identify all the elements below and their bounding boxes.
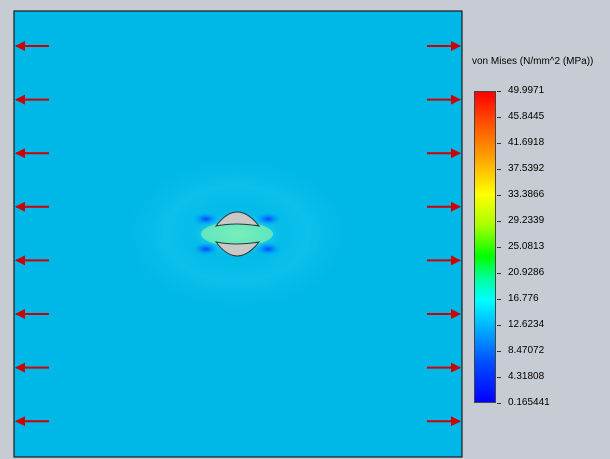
legend-tick bbox=[497, 221, 501, 222]
legend-tick bbox=[497, 117, 501, 118]
legend-value-label: 41.6918 bbox=[508, 137, 545, 148]
legend-tick bbox=[497, 169, 501, 170]
hole-lower-half bbox=[214, 241, 261, 257]
legend-value-label: 33.3866 bbox=[508, 189, 545, 200]
legend-title: von Mises (N/mm^2 (MPa)) bbox=[472, 56, 594, 67]
legend-tick bbox=[497, 377, 501, 378]
legend-value-label: 45.8445 bbox=[508, 111, 545, 122]
legend-value-label: 16.776 bbox=[508, 293, 539, 304]
legend-value-label: 29.2339 bbox=[508, 215, 545, 226]
left-load-arrows bbox=[15, 41, 49, 427]
legend-value-label: 37.5392 bbox=[508, 163, 545, 174]
legend-value-label: 8.47072 bbox=[508, 345, 545, 356]
legend-value-label: 25.0813 bbox=[508, 241, 545, 252]
legend-tick bbox=[497, 195, 501, 196]
stress-colorbar bbox=[474, 91, 496, 403]
legend-tick bbox=[497, 143, 501, 144]
right-load-arrows bbox=[427, 41, 461, 427]
legend-tick bbox=[497, 403, 501, 404]
legend-tick bbox=[497, 247, 501, 248]
legend-tick bbox=[497, 91, 501, 92]
hole-upper-half bbox=[214, 211, 261, 227]
legend-value-label: 0.165441 bbox=[508, 397, 550, 408]
stress-field bbox=[117, 154, 357, 314]
legend-tick bbox=[497, 299, 501, 300]
legend-value-label: 12.6234 bbox=[508, 319, 545, 330]
legend-value-label: 49.9971 bbox=[508, 85, 545, 96]
legend-tick bbox=[497, 351, 501, 352]
legend-tick bbox=[497, 273, 501, 274]
legend-value-label: 20.9286 bbox=[508, 267, 545, 278]
legend-value-label: 4.31808 bbox=[508, 371, 545, 382]
legend-tick bbox=[497, 325, 501, 326]
